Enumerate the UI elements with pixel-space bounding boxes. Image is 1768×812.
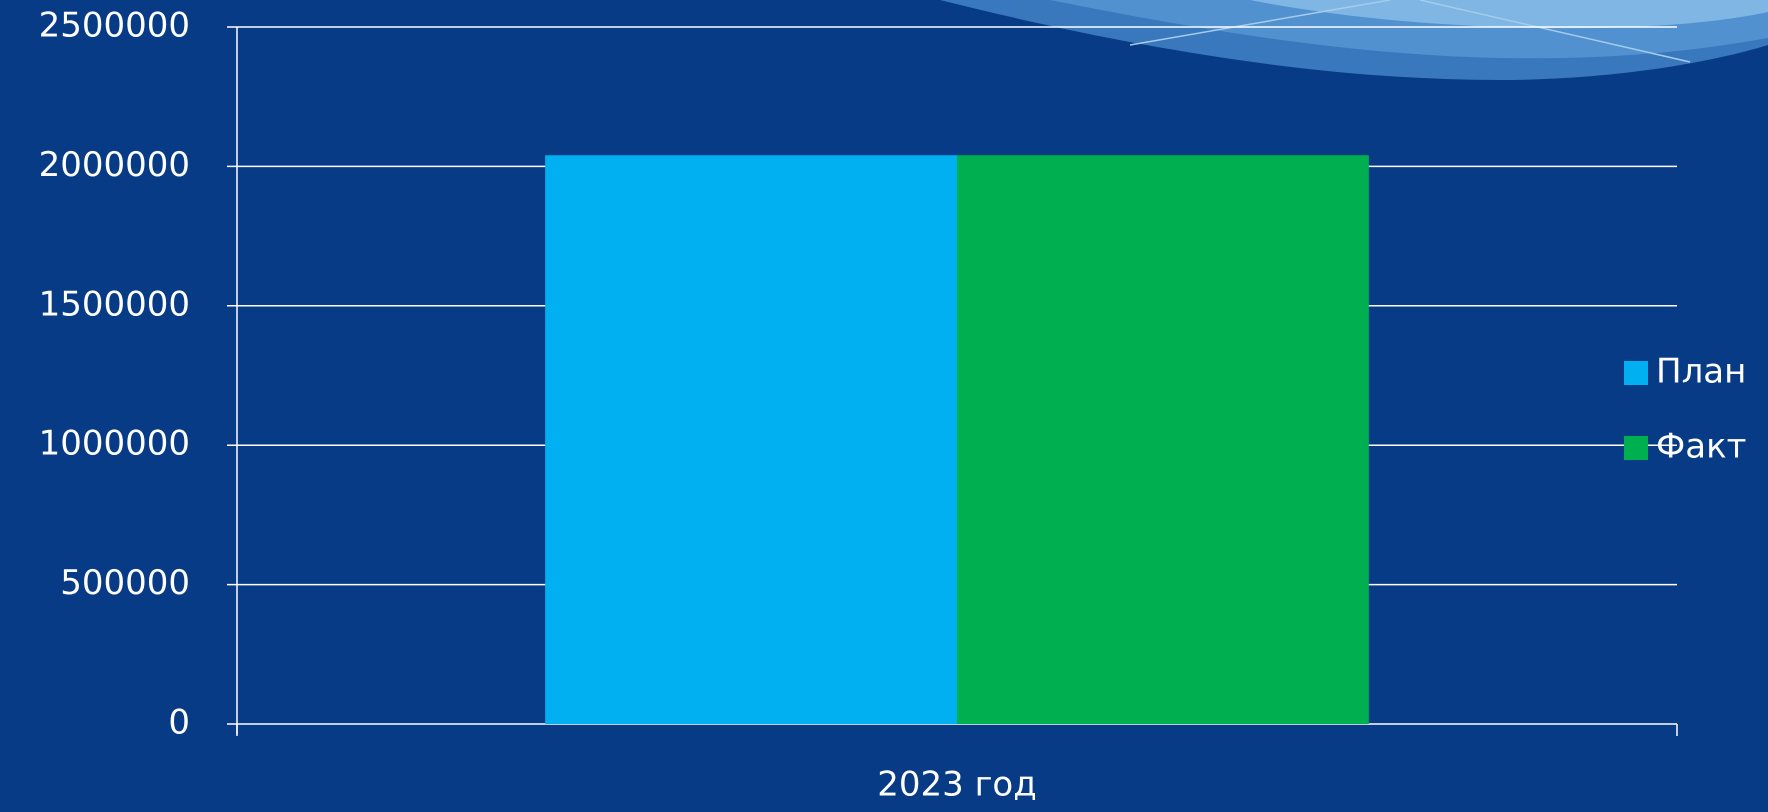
swoosh-line	[1129, 0, 1391, 46]
x-tick-label: 2023 год	[877, 765, 1037, 805]
swoosh	[1250, 0, 1768, 29]
decoration	[940, 0, 1768, 80]
swoosh-line	[1419, 0, 1691, 63]
legend-swatch	[1624, 436, 1648, 460]
y-tick-label: 2500000	[39, 6, 190, 46]
y-tick-label: 0	[168, 703, 190, 743]
y-tick-label: 1500000	[39, 284, 190, 324]
y-tick-label: 500000	[60, 563, 190, 603]
legend-swatch	[1624, 361, 1648, 385]
y-tick-label: 2000000	[39, 145, 190, 185]
bar	[957, 155, 1369, 725]
legend-label: План	[1656, 352, 1746, 392]
bar	[545, 155, 957, 725]
y-tick-label: 1000000	[39, 424, 190, 464]
legend-label: Факт	[1656, 427, 1746, 467]
